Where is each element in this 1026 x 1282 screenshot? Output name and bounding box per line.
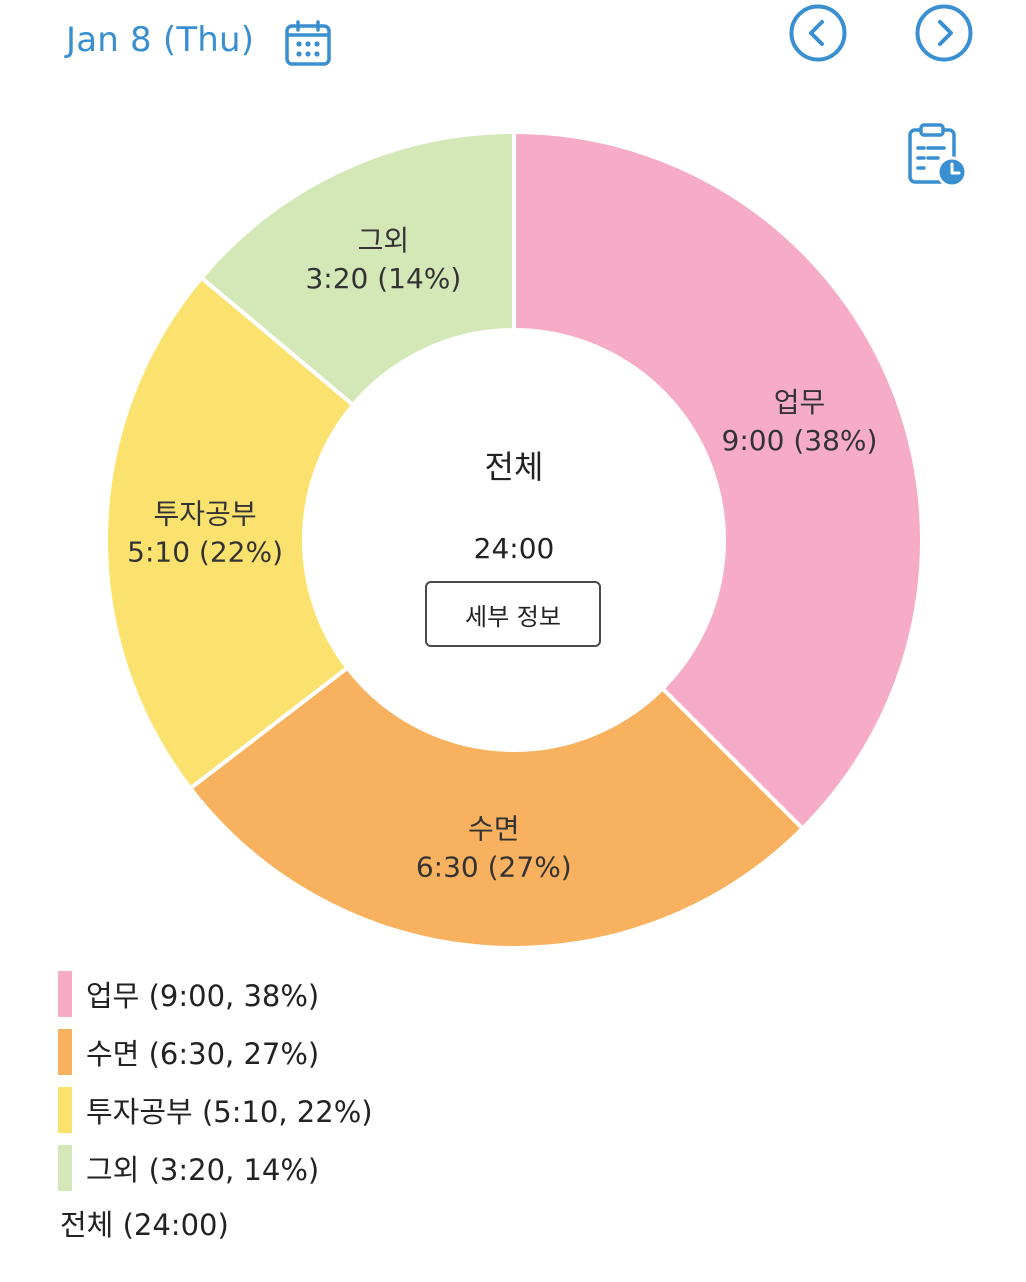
legend-label: 투자공부 (5:10, 22%): [86, 1095, 373, 1129]
center-total: 24:00: [474, 532, 555, 565]
chart-legend: 업무 (9:00, 38%) 수면 (6:30, 27%) 투자공부 (5:10, …: [58, 970, 373, 1244]
donut-slice-3[interactable]: [104, 274, 356, 792]
slice-label-name: 투자공부: [154, 497, 257, 530]
slice-label-name: 업무: [774, 386, 826, 419]
detail-info-button[interactable]: 세부 정보: [425, 581, 601, 647]
slice-label-name: 그외: [358, 224, 410, 257]
slice-label-detail: 6:30 (27%): [416, 850, 572, 883]
legend-swatch: [58, 971, 72, 1017]
legend-swatch: [58, 1087, 72, 1133]
donut-slice-2[interactable]: [187, 665, 806, 950]
legend-total: 전체 (24:00): [60, 1208, 229, 1242]
date-label[interactable]: Jan 8 (Thu): [66, 20, 255, 60]
chevron-right-icon[interactable]: [914, 3, 974, 63]
legend-label: 그외 (3:20, 14%): [86, 1153, 320, 1187]
donut-slice-1[interactable]: [512, 129, 924, 832]
legend-item[interactable]: 수면 (6:30, 27%): [58, 1028, 373, 1076]
slice-label-detail: 3:20 (14%): [305, 262, 461, 295]
legend-item[interactable]: 업무 (9:00, 38%): [58, 970, 373, 1018]
legend-label: 수면 (6:30, 27%): [86, 1037, 320, 1071]
slice-label-detail: 9:00 (38%): [722, 424, 878, 457]
clipboard-clock-icon[interactable]: [904, 122, 970, 190]
donut-slice-4[interactable]: [198, 129, 516, 408]
calendar-icon[interactable]: [284, 20, 332, 68]
donut-chart: 업무 9:00 (38%) 수면 6:30 (27%) 투자공부 5:10 (22%) 그외…: [104, 129, 924, 950]
slice-label-name: 수면: [468, 812, 520, 845]
slice-label-detail: 5:10 (22%): [127, 535, 283, 568]
center-title: 전체: [485, 448, 544, 486]
legend-label: 업무 (9:00, 38%): [86, 979, 320, 1013]
chevron-left-icon[interactable]: [788, 3, 848, 63]
legend-swatch: [58, 1145, 72, 1191]
legend-swatch: [58, 1029, 72, 1075]
legend-item[interactable]: 그외 (3:20, 14%): [58, 1144, 373, 1192]
legend-item[interactable]: 투자공부 (5:10, 22%): [58, 1086, 373, 1134]
